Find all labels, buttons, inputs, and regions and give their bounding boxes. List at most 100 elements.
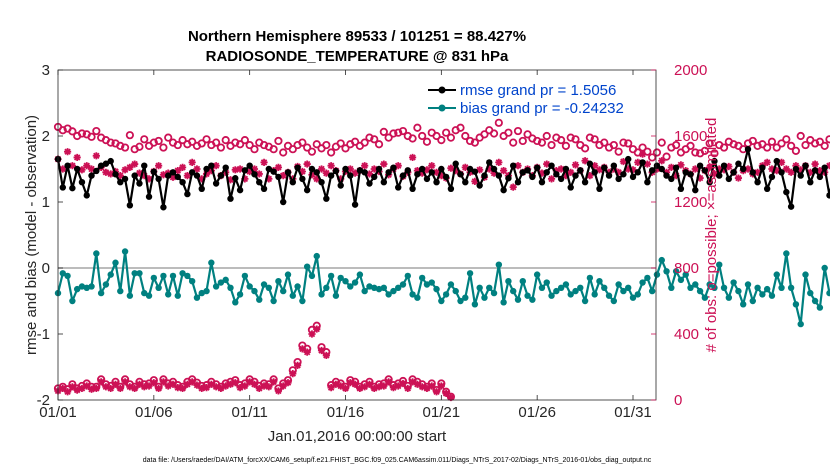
rmse-point — [529, 173, 536, 181]
rmse-point — [811, 167, 819, 174]
rmse-point — [644, 179, 651, 186]
bias-point — [778, 284, 785, 291]
rmse-point — [581, 179, 589, 186]
assimilated-obs-point — [432, 168, 441, 176]
rmse-point — [543, 169, 550, 176]
assimilated-obs-point — [83, 162, 91, 170]
bias-point — [155, 284, 162, 291]
bias-point — [754, 284, 761, 291]
legend-bias-label: bias grand pr = -0.24232 — [460, 100, 624, 117]
rmse-point — [696, 162, 704, 169]
possible-obs-point — [298, 138, 307, 147]
possible-obs-point — [619, 138, 628, 147]
possible-obs-point — [269, 145, 278, 154]
rmse-point — [768, 173, 776, 181]
possible-obs-point — [614, 147, 623, 156]
assimilated-obs-low-point — [236, 384, 244, 392]
possible-obs-point — [533, 136, 542, 146]
assimilated-obs-point — [543, 160, 551, 168]
bias-point — [433, 285, 440, 293]
bias-point — [265, 284, 273, 291]
rmse-point — [145, 193, 153, 200]
rmse-point — [500, 186, 507, 194]
bias-point — [476, 284, 483, 291]
assimilated-obs-point — [365, 170, 374, 178]
assimilated-obs-point — [552, 167, 560, 175]
bias-point — [299, 297, 306, 305]
bias-point — [572, 287, 579, 295]
assimilated-obs-point — [255, 170, 263, 178]
bias-point — [117, 287, 124, 295]
assimilated-obs-point — [710, 170, 719, 178]
possible-obs-point — [753, 141, 762, 150]
assimilated-obs-point — [634, 158, 642, 166]
assimilated-obs-low-point — [87, 385, 96, 393]
bias-point — [821, 264, 828, 272]
rmse-point — [634, 169, 641, 176]
assimilated-obs-point — [500, 167, 508, 175]
possible-obs-point — [288, 145, 297, 154]
possible-obs-point — [92, 126, 101, 136]
assimilated-obs-point — [725, 162, 733, 171]
assimilated-obs-low-point — [188, 378, 196, 386]
assimilated-obs-point — [825, 162, 830, 170]
assimilated-obs-point — [514, 162, 522, 170]
rmse-point — [418, 165, 426, 173]
possible-obs-point — [710, 149, 719, 158]
assimilated-obs-point — [308, 171, 316, 179]
rmse-point — [601, 164, 608, 171]
bias-point — [385, 291, 392, 298]
bias-point — [198, 289, 205, 297]
assimilated-obs-point — [68, 162, 76, 170]
bias-point — [668, 284, 675, 291]
possible-obs-point — [470, 138, 479, 147]
bias-point — [706, 281, 713, 288]
assimilated-obs-low-point — [59, 384, 67, 393]
bias-point — [232, 299, 239, 306]
assimilated-obs-low-point — [73, 386, 81, 394]
rmse-point — [78, 179, 86, 186]
possible-obs-point — [566, 133, 575, 142]
bias-point — [773, 271, 780, 278]
bias-point — [567, 291, 574, 298]
assimilated-obs-point — [78, 166, 86, 174]
rmse-point — [184, 190, 191, 198]
assimilated-obs-low-point — [183, 380, 191, 388]
bias-point — [586, 274, 594, 282]
rmse-point — [169, 169, 177, 176]
rmse-point — [826, 192, 830, 199]
rmse-point — [629, 173, 637, 181]
bias-point — [701, 294, 709, 301]
bias-point — [112, 259, 119, 266]
possible-obs-point — [384, 133, 393, 142]
rmse-point — [524, 167, 531, 174]
rmse-point — [361, 169, 368, 176]
bias-point — [629, 294, 637, 301]
possible-obs-point — [394, 128, 403, 137]
possible-obs-point — [691, 148, 700, 157]
possible-obs-point — [68, 127, 77, 136]
possible-obs-point — [820, 141, 829, 150]
assimilated-obs-point — [102, 168, 110, 176]
bias-point — [735, 287, 742, 295]
bias-point — [404, 272, 411, 280]
possible-obs-point — [379, 127, 388, 136]
rmse-point — [380, 179, 388, 186]
possible-obs-point — [782, 135, 791, 144]
assimilated-obs-point — [744, 165, 752, 173]
possible-obs-point — [259, 140, 269, 150]
assimilated-obs-point — [562, 172, 570, 180]
assimilated-obs-point — [394, 162, 402, 170]
bias-point — [97, 289, 105, 297]
rmse-point — [136, 180, 143, 187]
assimilated-obs-point — [178, 163, 187, 171]
assimilated-obs-low-point — [265, 383, 273, 391]
assimilated-obs-point — [317, 165, 326, 173]
possible-obs-point — [456, 123, 465, 132]
bias-point — [620, 287, 627, 295]
rmse-point — [409, 185, 416, 192]
bias-point — [744, 281, 752, 288]
rmse-point — [351, 201, 359, 208]
rmse-point — [677, 185, 685, 192]
rmse-point — [265, 165, 273, 173]
